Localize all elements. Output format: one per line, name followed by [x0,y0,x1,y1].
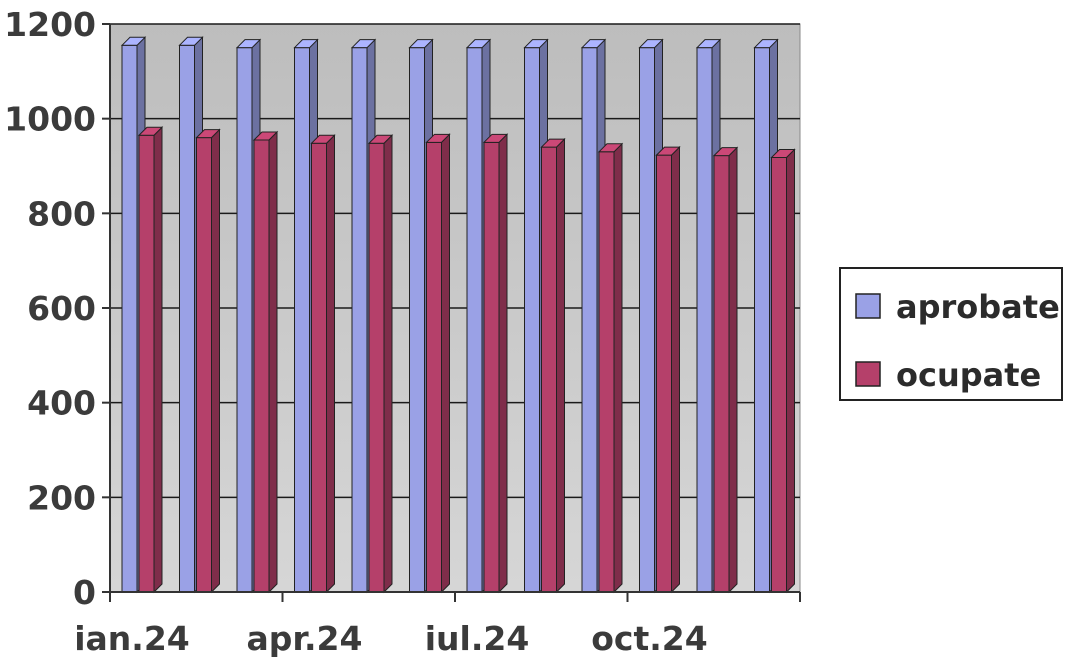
y-tick-label: 400 [27,384,96,423]
bar-face [581,47,598,593]
bar-face [121,44,138,593]
bar-top [465,39,492,49]
bar-face [466,47,483,593]
bar-ocupate [597,142,624,594]
bar-face [696,47,713,593]
bar-top [293,39,319,49]
bar-face [754,47,770,593]
bar-side [268,130,278,594]
bar-ocupate [655,145,681,594]
bar-top [235,39,262,49]
bar-top [540,138,566,148]
bar-side [613,142,623,594]
bar-top [482,133,509,143]
bar-face [639,47,655,593]
bar-side [498,133,508,594]
bar-top [580,39,607,49]
x-tick-label: oct.24 [591,619,707,658]
bar-face [598,151,615,593]
bar-ocupate [712,146,739,594]
bar-side [211,128,220,594]
bar-top [655,146,681,156]
legend: aprobate ocupate [839,267,1063,401]
bar-side [326,134,335,594]
bar-face [138,134,155,593]
bar-face [483,141,500,593]
legend-swatch-ocupate [855,361,881,387]
bar-face [713,155,730,593]
x-tick-label: apr.24 [247,619,363,658]
bar-side [728,146,738,594]
bar-top [137,126,164,136]
bar-face [771,156,787,593]
bar-side [441,133,450,594]
bar-face [236,47,253,593]
legend-swatch-aprobate [855,293,881,319]
bar-top [753,39,779,49]
bar-top [120,36,147,46]
y-tick-label: 0 [73,573,96,612]
legend-label-ocupate: ocupate [896,356,1041,394]
bar-top [712,147,739,157]
bar-ocupate [252,130,279,594]
bar-face [524,47,540,593]
bar-face [426,141,442,593]
bar-face [656,154,672,593]
bar-ocupate [425,133,451,594]
bar-face [294,47,310,593]
bar-ocupate [367,134,394,594]
bar-ocupate [195,128,221,594]
bar-ocupate [540,137,566,594]
bar-side [786,148,795,594]
bar-top [523,39,549,49]
bar-top [195,129,221,139]
bar-side [556,137,565,594]
y-tick-label: 200 [27,478,96,517]
bar-ocupate [137,126,164,594]
bar-top [178,36,204,46]
x-tick-label: iul.24 [425,619,530,658]
bar-top [638,39,664,49]
bar-top [425,133,451,143]
bar-face [253,139,270,593]
y-tick-label: 800 [27,194,96,233]
bar-top [350,39,377,49]
bar-ocupate [482,133,509,594]
bar-top [252,131,279,141]
bar-side [153,126,163,594]
bar-top [310,134,336,144]
bar-face [179,44,195,593]
bar-top [597,143,624,153]
bar-face [541,146,557,593]
y-tick-label: 600 [27,289,96,328]
bar-face [351,47,368,593]
y-tick-label: 1000 [4,100,96,139]
bar-side [671,145,680,594]
bar-top [408,39,434,49]
bar-top [770,148,796,158]
bar-top [367,134,394,144]
y-tick-label: 1200 [4,5,96,44]
bar-top [695,39,722,49]
bar-face [409,47,425,593]
x-tick-label: ian.24 [74,619,190,658]
bar-face [368,142,385,593]
bar-face [196,137,212,593]
bar-ocupate [770,148,796,594]
bar-ocupate [310,134,336,594]
legend-label-aprobate: aprobate [896,288,1060,326]
bar-side [383,134,393,594]
bar-face [311,142,327,593]
